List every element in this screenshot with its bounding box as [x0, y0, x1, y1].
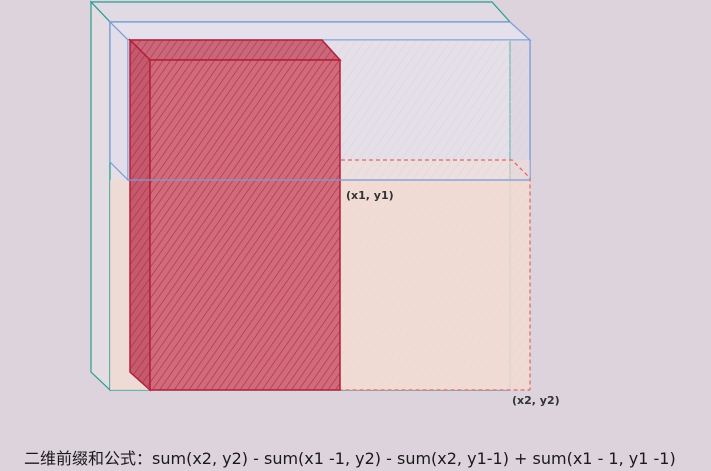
query-region	[319, 159, 531, 391]
left-column-region	[128, 38, 342, 392]
formula-expression: sum(x2, y2) - sum(x1 -1, y2) - sum(x2, y…	[152, 449, 676, 468]
formula-prefix: 二维前缀和公式：	[24, 449, 153, 468]
point-x1-y1-label: (x1, y1)	[346, 189, 394, 202]
point-x2-y2-label: (x2, y2)	[512, 394, 560, 407]
formula-text: 二维前缀和公式：sum(x2, y2) - sum(x1 -1, y2) - s…	[24, 445, 676, 469]
